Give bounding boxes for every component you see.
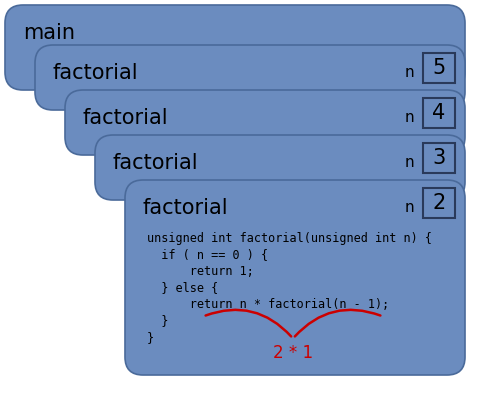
- FancyBboxPatch shape: [423, 143, 455, 173]
- Text: 5: 5: [433, 58, 446, 78]
- Text: main: main: [23, 23, 75, 43]
- Text: factorial: factorial: [53, 63, 138, 83]
- FancyBboxPatch shape: [35, 45, 465, 110]
- Text: }: }: [147, 315, 168, 328]
- Text: 3: 3: [433, 148, 446, 168]
- Text: factorial: factorial: [83, 108, 168, 128]
- FancyBboxPatch shape: [423, 188, 455, 218]
- Text: unsigned int factorial(unsigned int n) {: unsigned int factorial(unsigned int n) {: [147, 232, 432, 245]
- Text: 2 * 1: 2 * 1: [273, 344, 313, 361]
- FancyBboxPatch shape: [5, 5, 465, 90]
- Text: factorial: factorial: [113, 153, 199, 173]
- FancyBboxPatch shape: [423, 53, 455, 83]
- Text: n: n: [405, 155, 414, 170]
- Text: 2: 2: [433, 193, 446, 213]
- Text: 4: 4: [433, 103, 446, 123]
- Text: n: n: [405, 200, 414, 215]
- Text: n: n: [405, 110, 414, 125]
- FancyBboxPatch shape: [423, 98, 455, 128]
- Text: } else {: } else {: [147, 282, 218, 295]
- Text: n: n: [405, 65, 414, 80]
- Text: return n * factorial(n - 1);: return n * factorial(n - 1);: [147, 298, 389, 311]
- Text: return 1;: return 1;: [147, 265, 254, 278]
- Text: if ( n == 0 ) {: if ( n == 0 ) {: [147, 248, 268, 262]
- FancyBboxPatch shape: [95, 135, 465, 200]
- FancyBboxPatch shape: [65, 90, 465, 155]
- Text: factorial: factorial: [143, 198, 229, 218]
- FancyBboxPatch shape: [125, 180, 465, 375]
- Text: }: }: [147, 331, 154, 344]
